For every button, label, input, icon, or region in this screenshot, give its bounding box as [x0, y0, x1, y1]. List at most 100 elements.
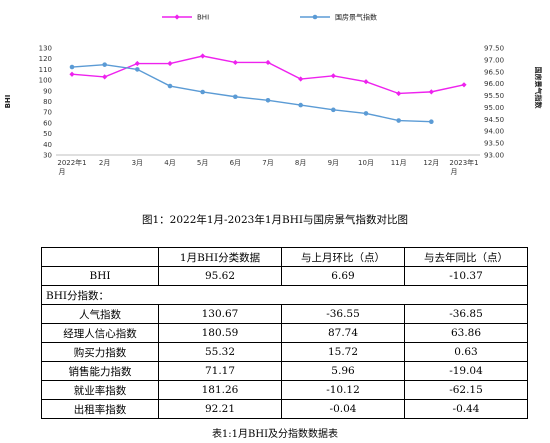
row-name: 出租率指数 — [41, 399, 159, 419]
y-left-axis-title: BHI — [4, 95, 12, 109]
y-left-tick-label: 70 — [43, 109, 52, 117]
table-cell: 55.32 — [158, 342, 282, 362]
y-right-tick-label: 94.00 — [484, 128, 504, 136]
table-header-cell: 与去年同比（点） — [404, 247, 528, 267]
line-chart: BHI 国房景气指数 30 40 50 60 70 80 90 100 110 120 130 93.0… — [4, 13, 543, 177]
data-point — [167, 60, 173, 67]
table-cell: 6.69 — [281, 266, 405, 286]
table-cell: -19.04 — [404, 361, 528, 381]
y-right-tick-label: 96.50 — [484, 68, 504, 76]
data-point — [428, 89, 434, 95]
x-tick-label: 6月 — [230, 159, 241, 167]
table-header-cell: 与上月环比（点） — [281, 247, 405, 267]
table-cell: -0.44 — [404, 399, 528, 419]
x-tick-label: 3月 — [132, 159, 143, 167]
table-cell: 180.59 — [158, 323, 282, 343]
row-name: BHI分指数： — [41, 285, 528, 305]
y-left-tick-label: 30 — [43, 152, 52, 160]
table-row: 就业率指数 181.26 -10.12 -62.15 — [41, 380, 528, 400]
chart-axes: 30 40 50 60 70 80 90 100 110 120 130 93.00 93.50 94.0… — [4, 45, 543, 177]
data-point — [396, 90, 402, 97]
chart-legend: BHI 国房景气指数 — [162, 13, 377, 22]
legend-marker — [312, 14, 318, 20]
table-cell: 95.62 — [158, 266, 282, 286]
y-right-tick-label: 93.50 — [484, 140, 504, 148]
table-cell: -62.15 — [404, 380, 528, 400]
x-tick-label: 2022年1 月 — [57, 158, 86, 176]
data-point — [331, 107, 336, 113]
x-tick-label: 2023年1 月 — [449, 158, 478, 176]
y-left-tick-label: 110 — [39, 66, 52, 74]
y-right-tick-label: 97.00 — [484, 56, 504, 64]
x-tick-label: 9月 — [328, 159, 339, 167]
chart-series — [69, 53, 467, 125]
y-right-tick-label: 95.50 — [484, 92, 504, 100]
y-right-axis-title: 国房景气指数 — [534, 67, 543, 110]
data-point — [363, 111, 369, 116]
table-cell: 71.17 — [158, 361, 282, 381]
legend-label: BHI — [197, 14, 209, 22]
table-cell: 87.74 — [281, 323, 405, 343]
data-point — [363, 79, 369, 85]
table-cell: -36.85 — [404, 304, 528, 324]
y-left-tick-label: 60 — [43, 119, 52, 127]
bhi-data-table: 1月BHI分类数据 与上月环比（点） 与去年同比（点） BHI 95.62 6.… — [41, 247, 528, 419]
row-name: 经理人信心指数 — [41, 323, 159, 343]
table-cell: -0.04 — [281, 399, 405, 419]
y-left-tick-label: 90 — [43, 87, 52, 95]
table-row: 购买力指数 55.32 15.72 0.63 — [41, 342, 528, 362]
table-row: 经理人信心指数 180.59 87.74 63.86 — [41, 323, 528, 343]
data-point — [461, 82, 467, 88]
data-point — [134, 60, 140, 67]
data-point — [233, 94, 238, 100]
table-row: 出租率指数 92.21 -0.04 -0.44 — [41, 399, 528, 419]
data-point — [69, 71, 75, 77]
table-caption: 表1:1月BHI及分指数数据表 — [211, 429, 339, 440]
table-cell: -10.37 — [404, 266, 528, 286]
x-tick-label: 5月 — [197, 159, 208, 167]
table-row: BHI分指数： — [41, 285, 528, 305]
table-cell: 130.67 — [158, 304, 282, 324]
data-point — [330, 73, 336, 79]
data-point — [232, 59, 238, 66]
y-left-tick-label: 40 — [43, 141, 52, 149]
series-line — [71, 63, 432, 123]
data-point — [429, 119, 434, 125]
data-point — [200, 53, 206, 59]
y-right-tick-label: 95.00 — [484, 104, 504, 112]
table-header-cell — [41, 247, 159, 267]
x-tick-label: 12月 — [423, 159, 439, 167]
y-left-tick-label: 80 — [43, 98, 52, 106]
legend-marker — [174, 14, 180, 20]
y-right-tick-label: 97.50 — [484, 45, 504, 53]
table-cell: 92.21 — [158, 399, 282, 419]
table-cell: -36.55 — [281, 304, 405, 324]
data-point — [167, 83, 173, 89]
table-cell: -10.12 — [281, 380, 405, 400]
data-point — [102, 62, 107, 67]
data-point — [265, 98, 271, 103]
table-row: 人气指数 130.67 -36.55 -36.85 — [41, 304, 528, 324]
table-row: 销售能力指数 71.17 5.96 -19.04 — [41, 361, 528, 381]
x-tick-label: 11月 — [391, 159, 407, 167]
data-point — [200, 89, 205, 95]
data-point — [102, 74, 108, 80]
table-cell: 5.96 — [281, 361, 405, 381]
y-left-tick-label: 130 — [39, 45, 52, 53]
table-cell: 63.86 — [404, 323, 528, 343]
x-tick-label: 7月 — [262, 159, 273, 167]
y-left-tick-label: 100 — [39, 77, 52, 85]
y-right-tick-label: 94.50 — [484, 116, 504, 124]
figure-caption: 图1：2022年1月-2023年1月BHI与国房景气指数对比图 — [141, 214, 409, 226]
y-right-tick-label: 96.00 — [484, 80, 504, 88]
legend-label: 国房景气指数 — [335, 13, 377, 22]
x-tick-label: 8月 — [295, 159, 306, 167]
data-point — [396, 118, 401, 123]
row-name: BHI — [41, 266, 159, 286]
x-tick-label: 4月 — [164, 159, 175, 167]
table-cell: 15.72 — [281, 342, 405, 362]
row-name: 销售能力指数 — [41, 361, 159, 381]
row-name: 就业率指数 — [41, 380, 159, 400]
table-header-cell: 1月BHI分类数据 — [158, 247, 282, 267]
table-header-row: 1月BHI分类数据 与上月环比（点） 与去年同比（点） — [41, 247, 528, 267]
